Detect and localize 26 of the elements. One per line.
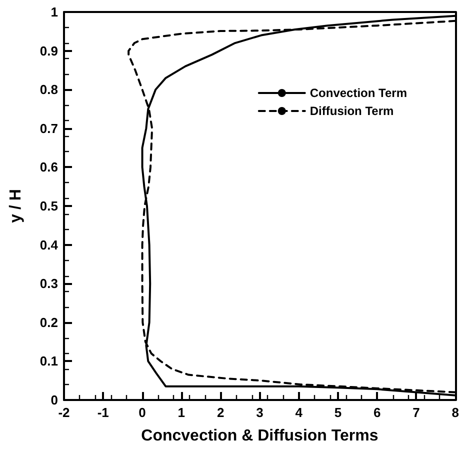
y-tick-label: 0.9 bbox=[40, 43, 58, 58]
x-tick-label: 2 bbox=[216, 405, 224, 420]
x-tick-label: -2 bbox=[58, 405, 70, 420]
x-tick-label: 4 bbox=[295, 405, 304, 420]
legend-label: Convection Term bbox=[310, 86, 407, 100]
legend-label: Diffusion Term bbox=[310, 104, 394, 118]
y-tick-label: 0.4 bbox=[40, 237, 59, 252]
y-tick-label: 0.5 bbox=[40, 198, 58, 214]
y-tick-label: 0.8 bbox=[40, 82, 58, 98]
y-tick-label: 0.3 bbox=[40, 276, 58, 292]
x-tick-label: 7 bbox=[412, 405, 420, 420]
y-tick-label: 0 bbox=[50, 392, 58, 408]
x-tick-label: 0 bbox=[138, 405, 146, 420]
x-axis-title: Concvection & Diffusion Terms bbox=[141, 428, 378, 444]
y-tick-label: 0.2 bbox=[40, 314, 58, 330]
y-tick-label: 1 bbox=[50, 4, 58, 20]
x-tick-label: -1 bbox=[97, 405, 109, 420]
y-tick-label: 0.6 bbox=[40, 160, 58, 175]
y-axis-title: y / H bbox=[8, 189, 24, 223]
y-tick-label: 0.1 bbox=[40, 354, 58, 369]
x-tick-label: 1 bbox=[178, 405, 186, 420]
x-tick-label: 8 bbox=[452, 405, 459, 420]
x-tick-label: 6 bbox=[373, 405, 381, 420]
x-tick-label: 5 bbox=[334, 405, 342, 420]
x-tick-label: 3 bbox=[256, 405, 264, 420]
y-tick-label: 0.7 bbox=[40, 120, 58, 136]
